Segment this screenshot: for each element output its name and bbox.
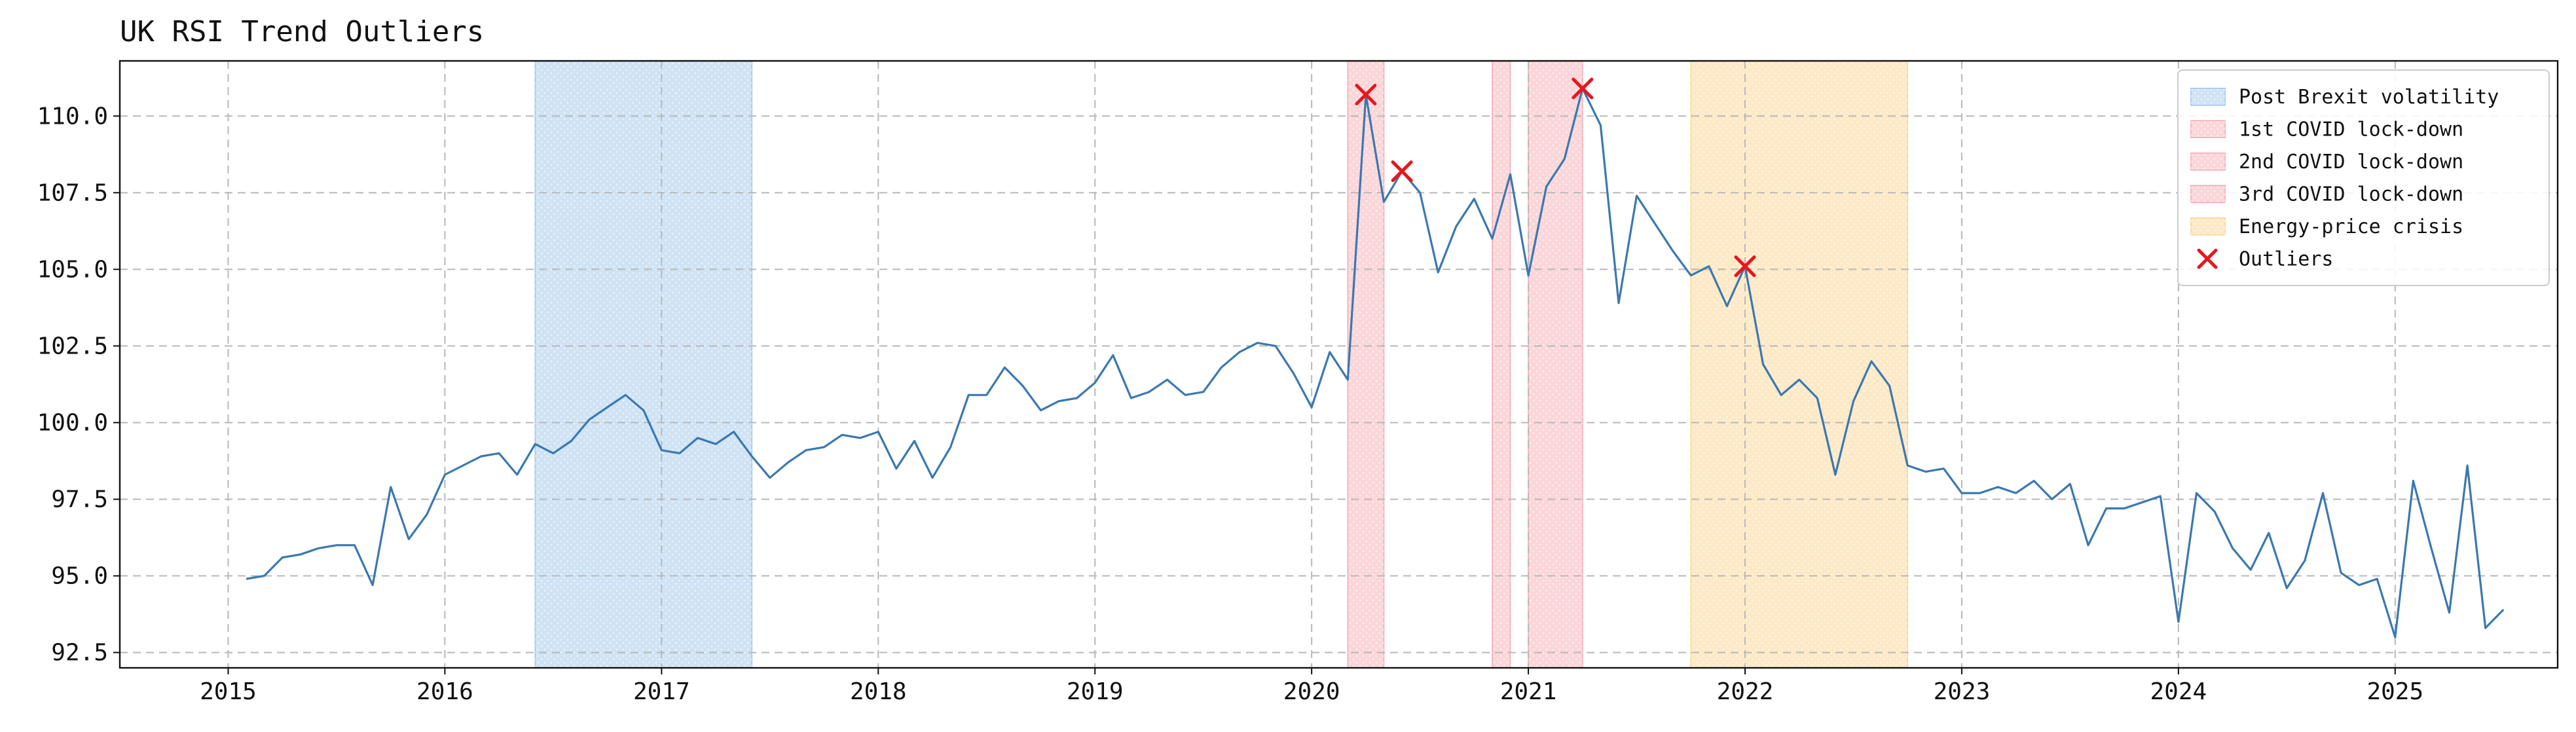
x-tick-label: 2016 [416, 678, 473, 705]
x-tick-label: 2017 [633, 678, 690, 705]
x-tick-label: 2015 [200, 678, 257, 705]
outlier-markers [1355, 77, 1756, 278]
outlier-marker [1391, 160, 1413, 183]
y-tick-label: 95.0 [51, 563, 108, 590]
chart-title: UK RSI Trend Outliers [120, 15, 484, 48]
shaded-region-3 [1492, 60, 1511, 668]
shaded-region-4 [1528, 60, 1583, 668]
shaded-region-2 [1347, 60, 1385, 668]
legend-swatch-hatch [2191, 88, 2225, 105]
shaded-region-hatch [1528, 61, 1583, 668]
outlier-marker [1734, 255, 1756, 278]
shaded-region-hatch [1348, 61, 1384, 668]
x-tick-label: 2022 [1717, 678, 1774, 705]
x-tick-label: 2021 [1500, 678, 1557, 705]
x-tick-label: 2018 [850, 678, 907, 705]
series-line-1 [246, 87, 2505, 638]
shaded-region-5 [1690, 60, 1908, 668]
shaded-region-hatch [535, 61, 752, 668]
y-tick-label: 97.5 [51, 486, 108, 513]
axes: 2015 2016 2017 2018 2019 2020 2021 2022 2023 2024… [37, 60, 2559, 705]
x-tick-label: 2024 [2150, 678, 2207, 705]
x-tick-label: 2025 [2366, 678, 2423, 705]
legend-label: Energy-price crisis [2239, 215, 2463, 238]
legend-label: Outliers [2239, 247, 2334, 270]
outlier-marker [1572, 77, 1594, 100]
y-tick-label: 107.5 [37, 179, 108, 206]
legend-swatch-hatch [2191, 153, 2225, 170]
y-tick-label: 102.5 [37, 333, 108, 359]
legend-label: 2nd COVID lock-down [2239, 151, 2463, 174]
y-tick-label: 110.0 [37, 103, 108, 130]
legend: Post Brexit volatility 1st COVID lock-dow… [2177, 69, 2550, 286]
y-tick-label: 92.5 [51, 640, 108, 667]
x-tick-label: 2023 [1934, 678, 1991, 705]
outlier-marker [1355, 84, 1377, 105]
legend-item: Energy-price crisis [2190, 215, 2463, 238]
x-tick-label: 2020 [1283, 678, 1340, 705]
legend-item: Outliers [2197, 247, 2334, 270]
legend-swatch-hatch [2191, 185, 2225, 203]
legend-item: 2nd COVID lock-down [2190, 151, 2463, 174]
legend-item: 3rd COVID lock-down [2190, 183, 2463, 206]
y-tick-label: 105.0 [37, 256, 108, 283]
y-tick-label: 100.0 [37, 409, 108, 436]
legend-swatch-hatch [2191, 120, 2225, 138]
shaded-region-hatch [1691, 61, 1908, 668]
shaded-region-1 [534, 60, 752, 668]
legend-box [2177, 69, 2550, 286]
legend-label: 1st COVID lock-down [2239, 118, 2463, 141]
grid-lines [120, 61, 2558, 668]
legend-item: 1st COVID lock-down [2190, 118, 2463, 141]
legend-swatch-hatch [2191, 217, 2225, 235]
legend-label: Post Brexit volatility [2239, 86, 2499, 109]
legend-label: 3rd COVID lock-down [2239, 183, 2463, 206]
shaded-region-hatch [1492, 61, 1511, 668]
plot-frame [119, 60, 2559, 669]
legend-item: Post Brexit volatility [2190, 86, 2499, 109]
series-line [246, 87, 2505, 638]
legend-marker [2197, 248, 2218, 269]
x-tick-label: 2019 [1067, 678, 1124, 705]
shaded-regions [534, 60, 1908, 668]
